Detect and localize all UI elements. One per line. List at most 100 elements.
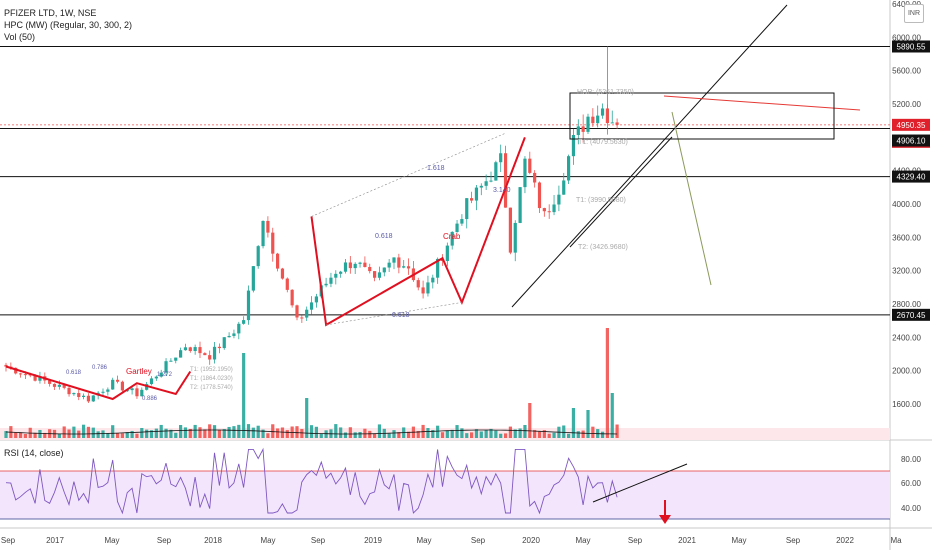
volume-bar: [256, 425, 260, 438]
volume-bar: [208, 424, 212, 438]
volume-bar: [552, 432, 556, 438]
resistance-trend-line: [663, 95, 861, 111]
price-label-box: [892, 134, 930, 147]
rising-trend-line-lower: [569, 136, 673, 248]
volume-bar: [503, 433, 508, 438]
candle-body: [392, 257, 396, 263]
volume-bar: [343, 432, 348, 438]
candle-body: [552, 204, 556, 213]
candle-body: [174, 357, 178, 361]
candle-body: [271, 232, 275, 254]
horizontal-levels: [0, 45, 890, 316]
pattern-label: Crab: [443, 232, 461, 241]
x-tick-label: Sep: [1, 536, 16, 545]
price-label-box: [892, 308, 930, 321]
rising-trend-line-upper: [511, 4, 788, 308]
volume-bar: [251, 427, 255, 438]
candle-body: [329, 277, 333, 284]
volume-bar: [111, 425, 115, 438]
candle-body: [373, 271, 377, 278]
volume-bar: [581, 430, 585, 438]
volume-bar: [38, 429, 42, 438]
candle-body: [358, 262, 362, 264]
price-label-text: 4906.10: [897, 137, 926, 146]
rsi-tick-label: 80.00: [901, 455, 922, 464]
volume-bar: [130, 430, 134, 438]
volume-bar: [450, 429, 454, 438]
volume-bar: [499, 433, 503, 438]
currency-badge[interactable]: INR: [904, 4, 924, 23]
candle-body: [57, 384, 61, 387]
candle-body: [261, 220, 265, 247]
x-tick-label: 2019: [364, 536, 382, 545]
candle-body: [533, 172, 537, 183]
volume-bar: [280, 427, 285, 438]
candle-body: [377, 272, 382, 278]
volume-bar: [271, 424, 275, 438]
pattern-label: 0.618: [66, 370, 82, 376]
volume-bar: [106, 433, 110, 438]
candle-body: [421, 287, 425, 294]
candle-body: [198, 347, 202, 354]
candle-body: [33, 375, 37, 381]
x-tick-label: 2017: [46, 536, 64, 545]
pattern-label: 3.140: [493, 187, 511, 194]
volume-bar: [600, 431, 605, 438]
volume-bar: [300, 428, 304, 438]
rsi-tick-label: 40.00: [901, 504, 922, 513]
hpc-indicator-legend[interactable]: HPC (MW) (Regular, 30, 300, 2): [4, 20, 133, 30]
volume-bar: [324, 430, 328, 438]
volume-bar: [232, 426, 236, 438]
candle-body: [67, 387, 71, 395]
candle-body: [528, 158, 532, 173]
volume-bar: [605, 328, 609, 438]
symbol-legend[interactable]: PFIZER LTD, 1W, NSE: [4, 8, 97, 18]
candle-body: [387, 262, 391, 268]
candle-body: [208, 355, 212, 360]
x-tick-label: May: [416, 536, 431, 545]
volume-bar: [334, 424, 338, 438]
volume-bar: [149, 430, 154, 438]
candle-body: [353, 263, 357, 269]
candle-body: [494, 162, 498, 181]
candle-body: [465, 198, 469, 220]
volume-bar: [397, 432, 401, 438]
price-label-text: 4329.40: [897, 173, 926, 182]
volume-bar: [203, 429, 207, 438]
volume-bar: [455, 425, 459, 438]
price-label-text: 4950.35: [897, 121, 926, 130]
volume-bar: [188, 429, 192, 438]
candle-body: [484, 181, 488, 186]
candle-body: [596, 115, 600, 124]
candle-body: [188, 347, 192, 352]
candle-body: [499, 153, 503, 163]
candle-body: [14, 367, 18, 374]
candle-body: [62, 384, 66, 388]
volume-bar: [91, 427, 95, 438]
candle-body: [479, 185, 483, 188]
volume-bar: [392, 430, 396, 438]
x-tick-label: May: [731, 536, 746, 545]
volume-bar: [348, 427, 352, 438]
rsi-indicator-legend[interactable]: RSI (14, close): [4, 448, 64, 458]
candle-body: [145, 384, 149, 390]
pattern-label: 0.886: [142, 396, 158, 402]
volume-bar: [547, 433, 551, 438]
candle-body: [227, 335, 231, 338]
volume-indicator-legend[interactable]: Vol (50): [4, 32, 36, 42]
price-label-text: 2670.45: [897, 311, 926, 320]
x-tick-label: May: [260, 536, 275, 545]
y-tick-label: 2400.00: [892, 333, 921, 342]
candle-body: [183, 347, 188, 351]
candle-body: [416, 280, 420, 288]
volume-bar: [135, 433, 139, 438]
y-tick-label: 3200.00: [892, 267, 921, 276]
x-tick-label: 2018: [204, 536, 222, 545]
candle-body: [426, 282, 430, 294]
volume-bar: [261, 429, 265, 438]
candle-body: [276, 253, 280, 269]
candle-body: [305, 309, 309, 318]
candle-body: [18, 373, 23, 375]
candle-body: [120, 381, 124, 391]
